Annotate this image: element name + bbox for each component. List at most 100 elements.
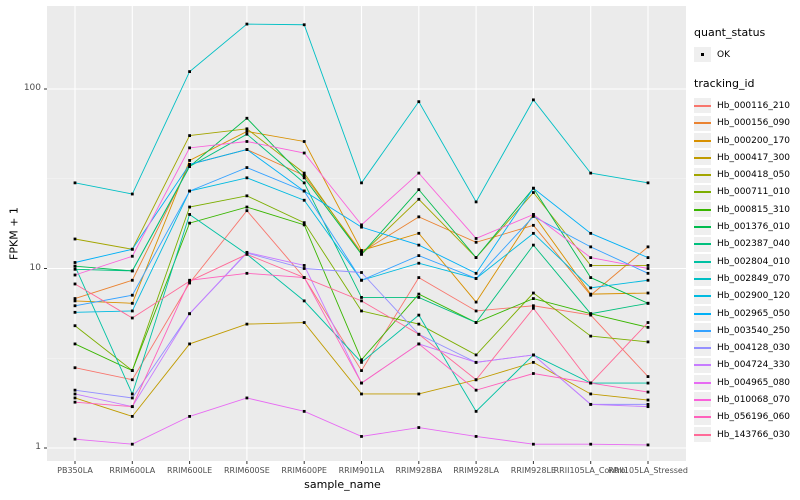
data-point	[417, 171, 421, 175]
data-point	[532, 304, 535, 308]
data-point	[360, 252, 363, 256]
legend-item-Hb_003540_250: Hb_003540_250	[694, 322, 798, 339]
data-point	[474, 353, 478, 357]
data-point	[245, 148, 249, 151]
data-point	[532, 291, 535, 295]
data-point	[532, 360, 535, 364]
legend-key-box	[694, 288, 711, 304]
legend-item-Hb_000116_210: Hb_000116_210	[694, 97, 798, 114]
data-point	[589, 334, 593, 338]
data-point	[130, 316, 134, 320]
ok-point-icon	[701, 53, 704, 57]
legend-item-Hb_000418_050: Hb_000418_050	[694, 166, 798, 183]
data-point	[417, 254, 421, 257]
data-point	[360, 369, 363, 372]
legend-item-Hb_002849_070: Hb_002849_070	[694, 270, 798, 287]
data-point	[73, 392, 77, 396]
data-point	[360, 249, 363, 252]
data-point	[73, 304, 77, 308]
legend-item-Hb_004965_080: Hb_004965_080	[694, 374, 798, 391]
data-point	[589, 231, 593, 235]
legend-item-label: Hb_002387_040	[717, 239, 791, 250]
data-point	[73, 437, 77, 441]
data-point	[646, 181, 650, 185]
legend-item-label: Hb_143766_030	[717, 429, 791, 440]
data-point	[130, 293, 134, 297]
data-point	[417, 322, 421, 326]
data-point	[474, 378, 478, 382]
data-point	[188, 146, 191, 150]
legend-item-Hb_000711_010: Hb_000711_010	[694, 184, 798, 201]
data-point	[302, 171, 306, 175]
data-point	[73, 237, 77, 241]
data-point	[417, 313, 421, 317]
legend-item-label: Hb_000417_300	[717, 152, 791, 163]
legend-item-label: Hb_000200_170	[717, 135, 791, 146]
legend-item-ok: OK	[694, 46, 798, 63]
legend-item-label: Hb_003540_250	[717, 325, 791, 336]
data-point	[532, 243, 535, 247]
legend-item-Hb_004724_330: Hb_004724_330	[694, 357, 798, 374]
data-point	[589, 276, 593, 279]
legend-item-Hb_143766_030: Hb_143766_030	[694, 426, 798, 443]
x-tick-label: RRIM928LA	[453, 466, 499, 475]
legend-key-line	[694, 364, 711, 367]
x-tick-label: RRII105LA_Control	[553, 466, 628, 475]
data-point	[302, 264, 306, 267]
data-point	[188, 189, 191, 193]
data-point	[417, 332, 421, 336]
data-point	[188, 213, 191, 216]
data-point	[532, 98, 535, 102]
legend-key-box	[694, 323, 711, 339]
data-point	[360, 309, 363, 313]
legend-key-box	[694, 115, 711, 131]
legend-item-label: Hb_002965_050	[717, 308, 791, 319]
data-point	[130, 378, 134, 382]
legend-key-line	[694, 260, 711, 263]
data-point	[245, 176, 249, 180]
data-point	[130, 405, 134, 409]
data-point	[589, 245, 593, 249]
data-point	[73, 282, 77, 286]
data-point	[188, 342, 191, 346]
legend-item-label: Hb_000418_050	[717, 170, 791, 181]
data-point	[73, 267, 77, 271]
legend-key-line	[694, 381, 711, 384]
x-axis-title: sample_name	[304, 478, 381, 491]
x-tick-label: RRIM600PE	[281, 466, 327, 475]
data-point	[73, 310, 77, 314]
legend-item-Hb_002900_120: Hb_002900_120	[694, 288, 798, 305]
data-point	[245, 194, 249, 198]
data-point	[417, 296, 421, 299]
data-point	[130, 192, 134, 196]
data-point	[73, 396, 77, 400]
data-point	[646, 245, 650, 249]
legend-key-box	[694, 202, 711, 218]
data-point	[302, 321, 306, 324]
legend-item-Hb_056196_060: Hb_056196_060	[694, 409, 798, 426]
data-point	[646, 264, 650, 267]
legend-key-box	[694, 167, 711, 183]
ok-key-box	[694, 47, 711, 63]
legend-item-Hb_000200_170: Hb_000200_170	[694, 132, 798, 149]
data-point	[646, 325, 650, 329]
y-tick-label: 100	[23, 83, 41, 93]
data-point	[474, 309, 478, 313]
data-point	[589, 392, 593, 396]
data-point	[589, 312, 593, 316]
data-point	[646, 278, 650, 282]
data-point	[245, 250, 249, 254]
data-point	[130, 309, 134, 313]
data-point	[474, 321, 478, 324]
legend-item-label: OK	[717, 49, 730, 60]
data-point	[302, 267, 306, 270]
legend-item-Hb_001376_010: Hb_001376_010	[694, 218, 798, 235]
legend-key-box	[694, 271, 711, 287]
legend-item-label: Hb_000156_090	[717, 118, 791, 129]
data-point	[188, 221, 191, 225]
data-point	[302, 23, 306, 27]
data-point	[302, 409, 306, 413]
legend-key-box	[694, 219, 711, 235]
data-point	[130, 396, 134, 400]
data-point	[589, 286, 593, 290]
